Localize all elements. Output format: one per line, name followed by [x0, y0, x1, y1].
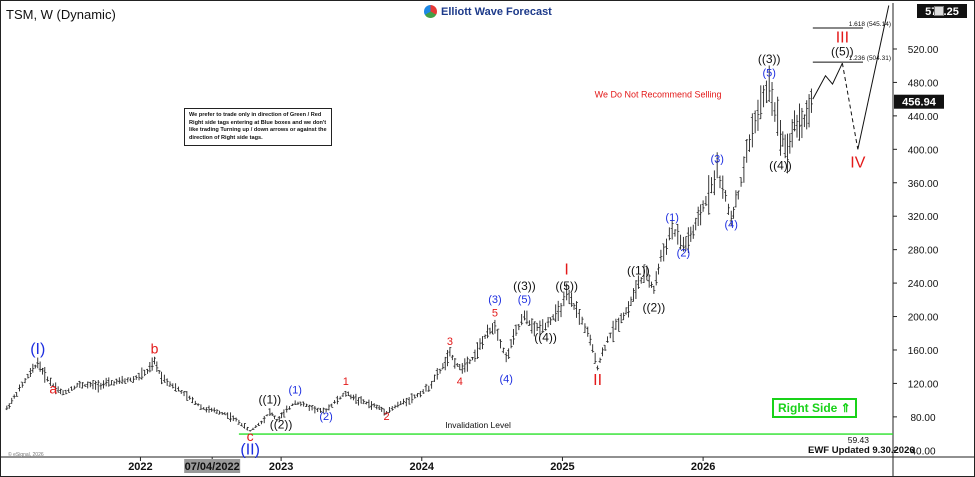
- x-tick-label: 2024: [410, 461, 435, 473]
- wave-label: (4): [499, 374, 512, 386]
- y-tick-label: 440.00: [908, 112, 939, 123]
- x-tick-label: 2025: [550, 461, 574, 473]
- wave-label: 1: [343, 376, 349, 388]
- y-tick-label: 360.00: [908, 179, 939, 190]
- projection-target-line: [857, 5, 890, 150]
- updated-label: EWF Updated 9.30.2026: [808, 445, 915, 456]
- chart-title: TSM, W (Dynamic): [6, 7, 116, 22]
- wave-label: 4: [457, 376, 463, 388]
- wave-label: (I): [30, 341, 45, 358]
- wave-label: IV: [850, 155, 865, 172]
- wave-label: (3): [710, 154, 723, 166]
- wave-label: ((2)): [270, 418, 293, 432]
- wave-label: (5): [762, 68, 775, 80]
- last-price-label: 456.94: [902, 97, 937, 109]
- wave-label: ((1)): [259, 392, 282, 406]
- x-tick-label: 2023: [269, 461, 293, 473]
- wave-label: (4): [725, 219, 738, 231]
- fib-level-label: 1.618 (545.14): [849, 21, 891, 28]
- wave-label: 2: [384, 411, 390, 423]
- y-tick-label: 80.00: [910, 413, 935, 424]
- wave-label: ((5)): [555, 279, 578, 293]
- wave-label: (II): [240, 441, 260, 458]
- invalidation-label: Invalidation Level: [445, 420, 511, 430]
- fib-level-label: 1.236 (504.31): [849, 55, 891, 62]
- x-tick-highlight: [184, 459, 241, 473]
- trading-notice: We prefer to trade only in direction of …: [184, 108, 332, 147]
- wave-label: c: [247, 428, 254, 444]
- wave-label: ((2)): [643, 301, 666, 315]
- x-tick-label: 2022: [128, 461, 152, 473]
- wave-label: We Do Not Recommend Selling: [595, 89, 722, 99]
- projection-line: [812, 62, 843, 100]
- wave-label: ((5)): [831, 45, 854, 59]
- y-tick-label: 160.00: [908, 346, 939, 357]
- wave-label: (2): [677, 247, 690, 259]
- y-tick-label: 240.00: [908, 279, 939, 290]
- y-tick-label: 520.00: [908, 45, 939, 56]
- last-price-box: [894, 94, 944, 109]
- wave-label: (5): [518, 294, 531, 306]
- ewf-logo-icon: [424, 5, 437, 18]
- projection-dashed-line: [841, 63, 859, 150]
- y-tick-label: 40.00: [910, 446, 935, 457]
- wave-label: I: [564, 262, 568, 279]
- copyright: © eSignal, 2026: [8, 452, 44, 458]
- wave-label: ((3)): [513, 279, 536, 293]
- y-tick-label: 400.00: [908, 145, 939, 156]
- wave-label: a: [49, 380, 57, 396]
- wave-label: (2): [319, 411, 332, 423]
- wave-label: III: [836, 29, 849, 46]
- y-tick-label: 480.00: [908, 78, 939, 89]
- y-tick-label: 200.00: [908, 313, 939, 324]
- wave-label: (1): [288, 384, 301, 396]
- wave-label: 5: [492, 308, 498, 320]
- ewf-logo: Elliott Wave Forecast: [424, 5, 552, 18]
- x-tick-label: 07/04/2022: [185, 461, 240, 473]
- invalidation-value: 59.43: [848, 435, 870, 445]
- right-side-tag: Right Side ⇑: [772, 398, 857, 418]
- wave-label: b: [151, 340, 159, 356]
- y-tick-label: 280.00: [908, 246, 939, 257]
- logo-text: Elliott Wave Forecast: [441, 5, 552, 18]
- wave-label: ((4)): [534, 331, 557, 345]
- wave-label: II: [593, 372, 602, 389]
- wave-label: ((1)): [627, 264, 650, 278]
- x-tick-label: 2026: [691, 461, 715, 473]
- wave-label: (1): [665, 212, 678, 224]
- y-tick-label: 120.00: [908, 379, 939, 390]
- wave-label: (3): [488, 294, 501, 306]
- wave-label: 3: [447, 336, 453, 348]
- settings-icon[interactable]: [934, 6, 944, 16]
- wave-label: ((3)): [758, 52, 781, 66]
- wave-label: ((4)): [769, 158, 792, 172]
- y-tick-label: 320.00: [908, 212, 939, 223]
